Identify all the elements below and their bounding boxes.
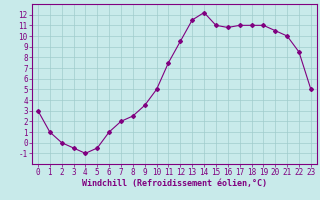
X-axis label: Windchill (Refroidissement éolien,°C): Windchill (Refroidissement éolien,°C): [82, 179, 267, 188]
